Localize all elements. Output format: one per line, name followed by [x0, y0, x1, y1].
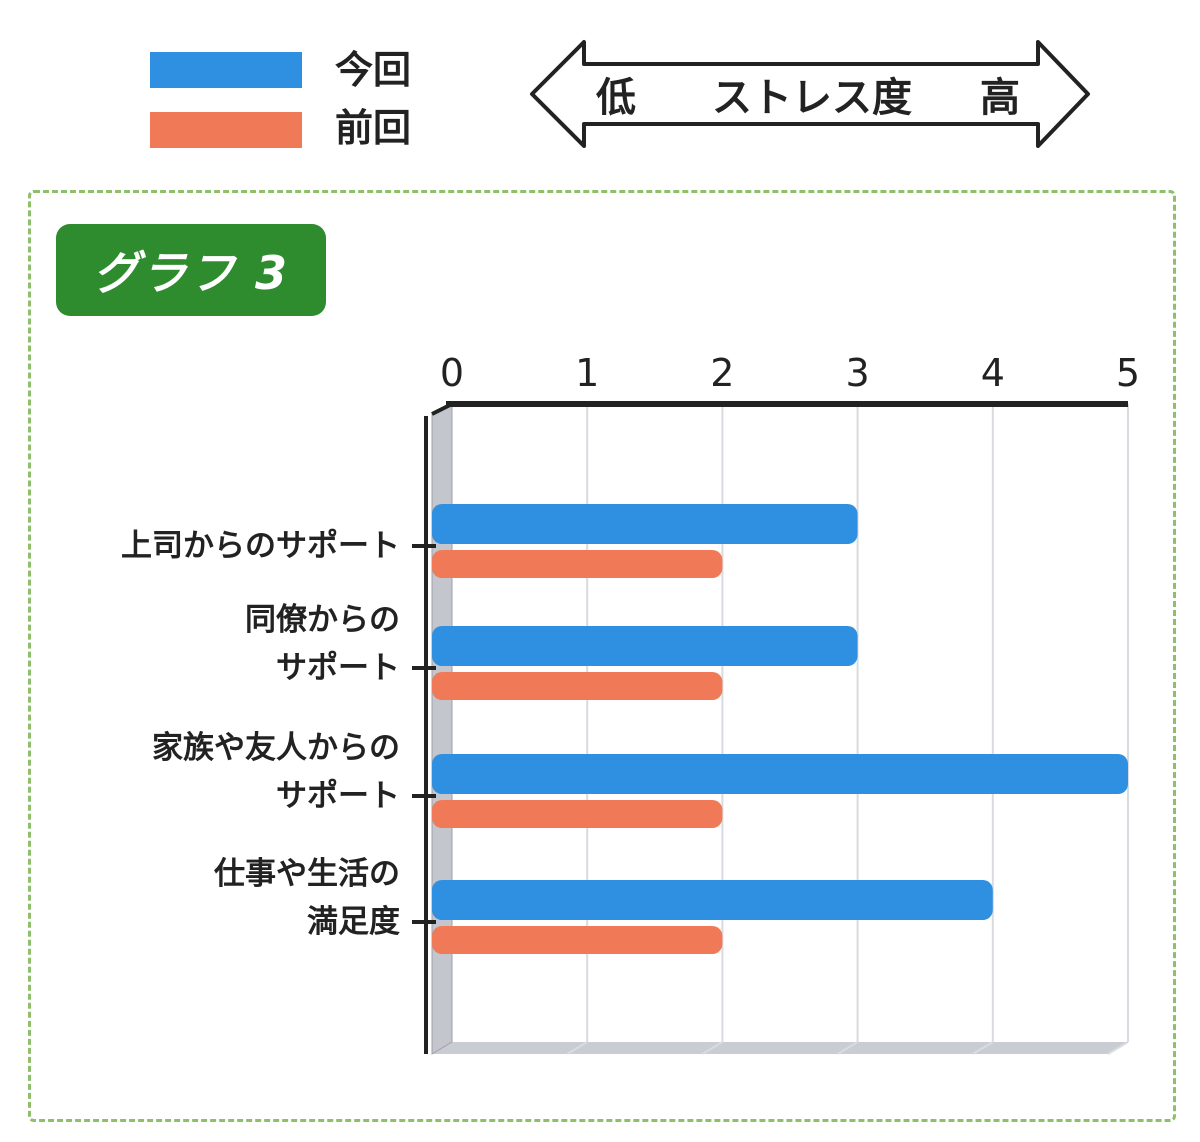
bar-previous [432, 800, 723, 828]
gridline-floor [837, 1041, 859, 1055]
x-tick-label: 3 [846, 351, 870, 395]
category-label-line: 同僚からの [245, 602, 400, 638]
gridline-floor [1107, 1041, 1129, 1055]
scale-high-label: 高 [980, 75, 1020, 121]
graph-badge: グラフ 3 [56, 224, 326, 316]
bar-previous [432, 926, 723, 954]
stress-scale-arrow [530, 40, 1090, 148]
category-label-line: 満足度 [307, 904, 400, 940]
chart-panel [28, 190, 1176, 1122]
scale-low-label: 低 [596, 75, 636, 121]
category-label: 仕事や生活の満足度 [214, 850, 400, 946]
category-label-line: サポート [276, 650, 400, 686]
x-tick-label: 0 [440, 351, 464, 395]
x-tick-label: 2 [710, 351, 734, 395]
gridline-floor [972, 1041, 994, 1055]
bar-previous [432, 550, 723, 578]
category-label-line: サポート [276, 778, 400, 814]
category-label: 上司からのサポート [121, 522, 400, 570]
bar-previous [432, 672, 723, 700]
bar-current [432, 626, 858, 666]
legend-label-previous: 前回 [335, 106, 412, 150]
category-label-line: 仕事や生活の [214, 856, 400, 892]
category-label: 家族や友人からのサポート [152, 724, 400, 820]
scale-title: ストレス度 [712, 75, 912, 121]
bar-current [432, 754, 1128, 794]
bar-current [432, 504, 858, 544]
category-label-line: 上司からのサポート [121, 528, 400, 564]
legend-swatch-current [150, 52, 302, 88]
x-tick-label: 1 [575, 351, 599, 395]
y-axis-corner [431, 402, 453, 416]
gridline-floor [701, 1041, 723, 1055]
x-tick-label: 4 [981, 351, 1005, 395]
x-tick-label: 5 [1116, 351, 1140, 395]
chart-floor [432, 1042, 1128, 1054]
chart-side-wall [431, 403, 453, 1055]
category-label: 同僚からのサポート [245, 596, 400, 692]
bar-current [432, 880, 993, 920]
legend-swatch-previous [150, 112, 302, 148]
legend-label-current: 今回 [335, 48, 412, 92]
category-label-line: 家族や友人からの [152, 730, 400, 766]
gridline-floor [566, 1041, 588, 1055]
